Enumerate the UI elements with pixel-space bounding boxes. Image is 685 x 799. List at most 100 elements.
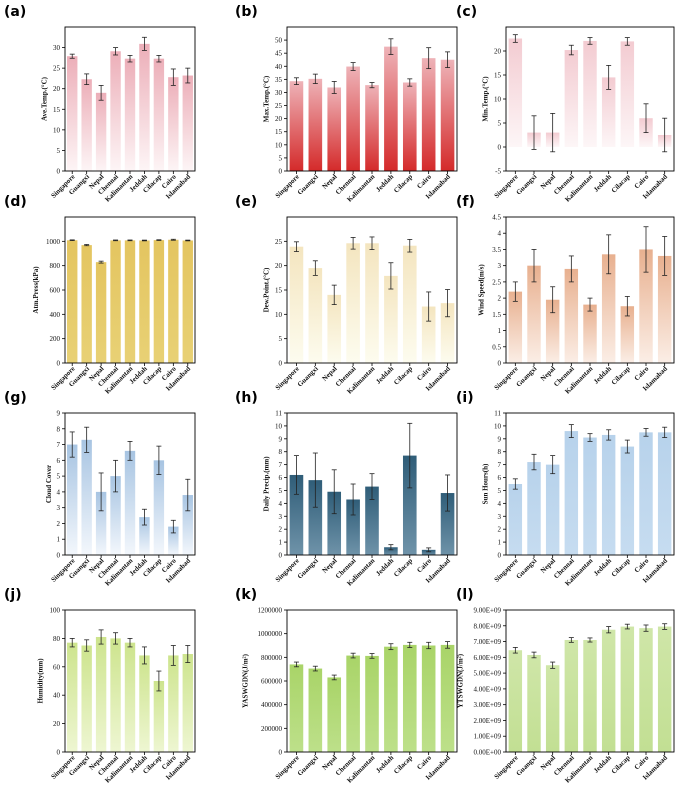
y-tick-label: 5 [498, 120, 502, 128]
error-bar [293, 661, 299, 668]
error-bar [407, 78, 413, 87]
bar-cilacap [153, 681, 165, 752]
bar-chennai [564, 431, 579, 555]
y-tick-label: 25 [53, 65, 61, 73]
error-bar [445, 51, 451, 68]
bar-kalimantan [124, 450, 136, 555]
y-tick-label: 6 [57, 457, 61, 465]
error-bar [587, 297, 593, 312]
y-tick-label: 2 [57, 520, 61, 528]
error-bar [127, 54, 133, 63]
error-bar [388, 262, 394, 290]
y-tick-label: 0 [279, 360, 283, 368]
y-tick-label: 5.00E+09 [474, 670, 502, 678]
error-bar [445, 641, 451, 649]
y-tick-label: 8 [279, 448, 283, 456]
y-tick-label: 0 [498, 552, 502, 560]
error-bar [531, 249, 537, 283]
y-tick-label: -5 [495, 168, 501, 176]
x-tick-label: Guangxi [515, 754, 539, 778]
bar-cilacap [620, 446, 635, 555]
y-tick-label: 10 [275, 311, 283, 319]
error-bar [113, 632, 119, 645]
bar-singapore [289, 664, 304, 752]
y-tick-label: 10 [53, 126, 61, 134]
error-bar [331, 469, 337, 515]
bar-guangxi [527, 654, 541, 752]
bar-islamabad [657, 626, 672, 752]
x-tick-label: Cilacap [392, 365, 414, 387]
x-tick-label: Jeddah [374, 365, 395, 386]
bar-nepal [327, 491, 342, 555]
bar-islamabad [182, 75, 193, 171]
bar-singapore [67, 444, 78, 555]
y-tick-label: 5 [279, 154, 283, 162]
y-tick-label: 3.5 [492, 246, 501, 254]
error-bar [369, 473, 375, 500]
error-bar [350, 237, 356, 250]
y-tick-label: 400 [50, 311, 61, 319]
bar-nepal [95, 491, 107, 555]
bar-singapore [67, 642, 78, 752]
error-bar [127, 239, 133, 242]
bar-nepal [327, 294, 342, 363]
error-bar [624, 37, 630, 46]
y-tick-label: 45 [275, 50, 283, 58]
y-tick-label: 200 [50, 335, 61, 343]
bar-jeddah [384, 547, 398, 555]
bar-jeddah [384, 646, 398, 752]
x-tick-label: Jeddah [592, 557, 613, 578]
bar-singapore [508, 484, 523, 555]
y-tick-label: 2 [498, 295, 502, 303]
bar-cairo [421, 645, 436, 752]
y-tick-label: 0 [279, 552, 283, 560]
y-tick-label: 1000 [46, 238, 61, 246]
y-tick-label: 1200000 [258, 607, 283, 615]
y-tick-label: 7 [279, 461, 283, 469]
x-tick-label: Jeddah [374, 557, 395, 578]
y-tick-label: 6 [279, 474, 283, 482]
error-bar [331, 674, 337, 681]
chart-panel-g: (g)0123456789SingaporeGuangxiNepalChenna… [4, 390, 196, 588]
bar-chennai [564, 268, 579, 363]
y-tick-label: 6 [498, 474, 502, 482]
panel-label: (f) [456, 194, 475, 210]
bar-cairo [421, 58, 436, 171]
bar-cilacap [402, 455, 417, 555]
error-bar [156, 239, 162, 241]
y-tick-label: 2.00E+09 [474, 717, 502, 725]
y-tick-label: 9 [279, 435, 283, 443]
y-tick-label: 4.00E+09 [474, 685, 502, 693]
bar-guangxi [527, 462, 541, 555]
bar-kalimantan [583, 639, 597, 752]
bar-islamabad [182, 495, 193, 555]
y-axis-label: Min.Temp.(°C) [482, 76, 490, 122]
bar-jeddah [139, 43, 150, 171]
y-tick-label: 800 [50, 262, 61, 270]
y-tick-label: 3 [498, 262, 502, 270]
panel-label: (a) [4, 4, 26, 20]
error-bar [127, 638, 133, 648]
y-axis-label: Atm.Press(kPa) [32, 266, 40, 314]
y-tick-label: 5 [57, 147, 61, 155]
x-tick-label: Singapore [493, 754, 520, 781]
y-tick-label: 600 [50, 287, 61, 295]
x-tick-label: Cilacap [610, 173, 632, 195]
bar-jeddah [139, 517, 150, 555]
y-axis-label: Humidity(mm) [36, 658, 44, 704]
bar-islamabad [182, 240, 193, 363]
y-tick-label: 50 [275, 37, 283, 45]
error-bar [445, 289, 451, 318]
bar-cairo [421, 306, 436, 363]
error-bar [426, 47, 432, 70]
y-tick-label: 0 [57, 552, 61, 560]
bar-guangxi [81, 79, 92, 171]
bar-nepal [545, 299, 560, 363]
bar-chennai [346, 499, 360, 555]
bar-guangxi [527, 265, 541, 363]
bar-cairo [168, 526, 179, 555]
y-tick-label: 3.00E+09 [474, 701, 502, 709]
bar-islamabad [657, 255, 672, 363]
